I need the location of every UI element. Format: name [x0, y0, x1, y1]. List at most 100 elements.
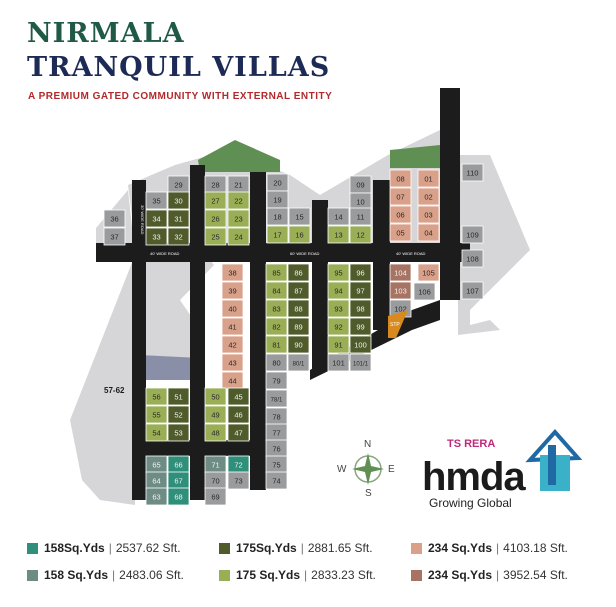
plot-10[interactable]: 10 [349, 192, 372, 211]
plot-97[interactable]: 97 [349, 281, 372, 300]
plot-47[interactable]: 47 [227, 423, 250, 442]
plot-21[interactable]: 21 [227, 175, 250, 194]
plot-39[interactable]: 39 [221, 281, 244, 300]
plot-92[interactable]: 92 [327, 317, 350, 336]
plot-23[interactable]: 23 [227, 209, 250, 228]
plot-19[interactable]: 19 [266, 190, 289, 209]
plot-09[interactable]: 09 [349, 175, 372, 194]
plot-70[interactable]: 70 [204, 471, 227, 490]
plot-45[interactable]: 45 [227, 387, 250, 406]
plot-96[interactable]: 96 [349, 263, 372, 282]
plot-95[interactable]: 95 [327, 263, 350, 282]
plot-107[interactable]: 107 [461, 281, 484, 300]
plot-13[interactable]: 13 [327, 225, 350, 244]
plot-108[interactable]: 108 [461, 249, 484, 268]
plot-88[interactable]: 88 [287, 299, 310, 318]
plot-65[interactable]: 65 [145, 455, 168, 474]
plot-20[interactable]: 20 [266, 173, 289, 192]
plot-75[interactable]: 75 [265, 455, 288, 474]
plot-64[interactable]: 64 [145, 471, 168, 490]
plot-90[interactable]: 90 [287, 335, 310, 354]
plot-99[interactable]: 99 [349, 317, 372, 336]
plot-40[interactable]: 40 [221, 299, 244, 318]
plot-80/1[interactable]: 80/1 [287, 353, 310, 372]
plot-06[interactable]: 06 [389, 205, 412, 224]
plot-37[interactable]: 37 [103, 227, 126, 246]
plot-35[interactable]: 35 [145, 191, 168, 210]
plot-80[interactable]: 80 [265, 353, 288, 372]
plot-86[interactable]: 86 [287, 263, 310, 282]
plot-78/1[interactable]: 78/1 [265, 389, 288, 408]
plot-63[interactable]: 63 [145, 487, 168, 506]
plot-98[interactable]: 98 [349, 299, 372, 318]
plot-83[interactable]: 83 [265, 299, 288, 318]
plot-48[interactable]: 48 [204, 423, 227, 442]
plot-31[interactable]: 31 [167, 209, 190, 228]
plot-77[interactable]: 77 [265, 423, 288, 442]
plot-82[interactable]: 82 [265, 317, 288, 336]
plot-110[interactable]: 110 [461, 163, 484, 182]
plot-32[interactable]: 32 [167, 227, 190, 246]
plot-11[interactable]: 11 [349, 207, 372, 226]
plot-67[interactable]: 67 [167, 471, 190, 490]
plot-104[interactable]: 104 [389, 263, 412, 282]
plot-55[interactable]: 55 [145, 405, 168, 424]
plot-27[interactable]: 27 [204, 191, 227, 210]
plot-36[interactable]: 36 [103, 209, 126, 228]
plot-71[interactable]: 71 [204, 455, 227, 474]
plot-46[interactable]: 46 [227, 405, 250, 424]
plot-05[interactable]: 05 [389, 223, 412, 242]
plot-89[interactable]: 89 [287, 317, 310, 336]
plot-16[interactable]: 16 [288, 225, 311, 244]
plot-51[interactable]: 51 [167, 387, 190, 406]
plot-68[interactable]: 68 [167, 487, 190, 506]
plot-03[interactable]: 03 [417, 205, 440, 224]
plot-56[interactable]: 56 [145, 387, 168, 406]
plot-74[interactable]: 74 [265, 471, 288, 490]
plot-18[interactable]: 18 [266, 207, 289, 226]
plot-106[interactable]: 106 [413, 282, 436, 301]
plot-33[interactable]: 33 [145, 227, 168, 246]
plot-53[interactable]: 53 [167, 423, 190, 442]
plot-07[interactable]: 07 [389, 187, 412, 206]
plot-105[interactable]: 105 [417, 263, 440, 282]
plot-25[interactable]: 25 [204, 227, 227, 246]
plot-69[interactable]: 69 [204, 487, 227, 506]
plot-43[interactable]: 43 [221, 353, 244, 372]
plot-101[interactable]: 101 [327, 353, 350, 372]
plot-85[interactable]: 85 [265, 263, 288, 282]
plot-93[interactable]: 93 [327, 299, 350, 318]
plot-76[interactable]: 76 [265, 439, 288, 458]
plot-12[interactable]: 12 [349, 225, 372, 244]
plot-101/1[interactable]: 101/1 [349, 353, 372, 372]
plot-30[interactable]: 30 [167, 191, 190, 210]
plot-91[interactable]: 91 [327, 335, 350, 354]
plot-79[interactable]: 79 [265, 371, 288, 390]
plot-100[interactable]: 100 [349, 335, 372, 354]
plot-73[interactable]: 73 [227, 471, 250, 490]
plot-38[interactable]: 38 [221, 263, 244, 282]
plot-08[interactable]: 08 [389, 169, 412, 188]
plot-109[interactable]: 109 [461, 225, 484, 244]
plot-26[interactable]: 26 [204, 209, 227, 228]
plot-28[interactable]: 28 [204, 175, 227, 194]
plot-02[interactable]: 02 [417, 187, 440, 206]
plot-50[interactable]: 50 [204, 387, 227, 406]
plot-17[interactable]: 17 [266, 225, 289, 244]
plot-54[interactable]: 54 [145, 423, 168, 442]
plot-81[interactable]: 81 [265, 335, 288, 354]
plot-15[interactable]: 15 [288, 207, 311, 226]
plot-66[interactable]: 66 [167, 455, 190, 474]
plot-01[interactable]: 01 [417, 169, 440, 188]
plot-29[interactable]: 29 [167, 175, 190, 194]
plot-84[interactable]: 84 [265, 281, 288, 300]
plot-24[interactable]: 24 [227, 227, 250, 246]
plot-44[interactable]: 44 [221, 371, 244, 390]
plot-04[interactable]: 04 [417, 223, 440, 242]
plot-52[interactable]: 52 [167, 405, 190, 424]
plot-14[interactable]: 14 [327, 207, 350, 226]
plot-103[interactable]: 103 [389, 281, 412, 300]
plot-22[interactable]: 22 [227, 191, 250, 210]
plot-49[interactable]: 49 [204, 405, 227, 424]
plot-41[interactable]: 41 [221, 317, 244, 336]
